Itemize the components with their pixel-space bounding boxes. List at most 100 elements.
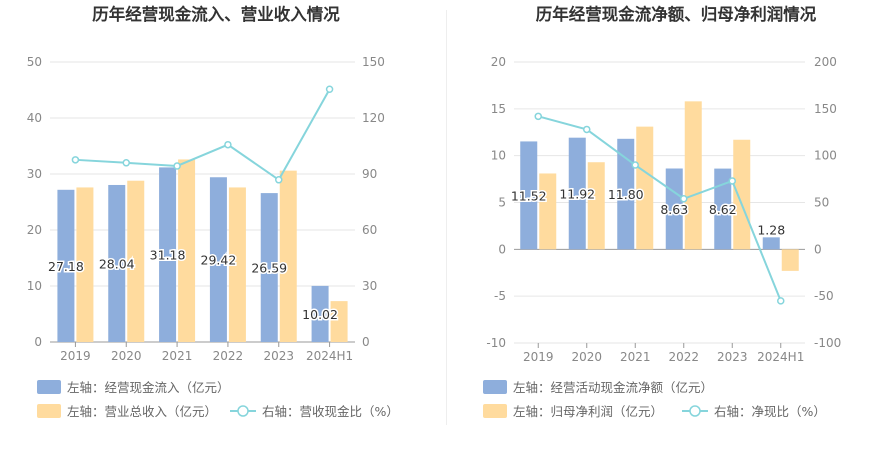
bar-secondary <box>733 139 751 250</box>
bar-data-label: 8.63 <box>660 202 688 217</box>
bar-secondary <box>781 249 799 271</box>
right-axis-tick-label: 150 <box>362 55 385 69</box>
bar-primary <box>108 184 126 342</box>
bar-data-label: 26.59 <box>251 261 287 276</box>
bar-primary <box>714 168 732 250</box>
bar-data-label: 11.52 <box>511 188 547 203</box>
x-axis-category-label: 2019 <box>523 350 554 364</box>
x-axis-category-label: 2022 <box>668 350 699 364</box>
bar-primary <box>57 189 75 342</box>
bar-data-label: 8.62 <box>709 202 737 217</box>
ratio-point <box>583 125 591 134</box>
left-axis-tick-label: 0 <box>498 242 506 256</box>
ratio-point <box>534 112 542 121</box>
chart-cash-inflow-revenue: 历年经营现金流入、营业收入情况 0 10 20 30 40 50 0 30 60 90 120 150 2… <box>27 4 399 419</box>
ratio-point <box>275 176 283 184</box>
left-axis-tick-label: 40 <box>27 111 42 125</box>
bar-primary <box>260 193 278 342</box>
right-axis-tick-label: 150 <box>814 102 837 116</box>
chart-panel-net-cash: 历年经营现金流净额、归母净利润情况 -10 -5 0 5 10 15 20 -100 -50 0 50… <box>446 0 892 458</box>
left-axis-tick-label: 10 <box>491 149 506 163</box>
bar-data-label: 28.04 <box>99 256 135 271</box>
bar-data-label: 11.92 <box>559 187 595 202</box>
x-axis-category-label: 2023 <box>263 349 294 363</box>
ratio-point <box>173 162 181 170</box>
legend-label-line: 右轴：净现比（%） <box>714 404 826 419</box>
legend-line-marker <box>237 405 249 417</box>
right-axis-tick-label: -50 <box>814 289 834 303</box>
bar-secondary <box>279 170 297 342</box>
bar-primary <box>568 137 586 250</box>
legend-label-primary: 左轴：经营活动现金流净额（亿元） <box>513 380 713 395</box>
legend-swatch-primary <box>483 380 507 394</box>
ratio-point <box>728 177 736 185</box>
chart-title: 历年经营现金流入、营业收入情况 <box>92 4 340 24</box>
left-axis-tick-label: 50 <box>27 55 42 69</box>
legend-label-line: 右轴：营收现金比（%） <box>262 404 399 419</box>
left-axis-tick-label: 0 <box>34 335 42 349</box>
ratio-point <box>680 195 688 203</box>
bar-secondary <box>127 180 145 342</box>
right-axis-tick-label: 200 <box>814 55 837 69</box>
legend-label-primary: 左轴：经营现金流入（亿元） <box>67 380 230 395</box>
left-axis-tick-label: -10 <box>486 336 506 350</box>
x-axis-category-label: 2024H1 <box>757 350 804 364</box>
right-axis-tick-label: 0 <box>362 335 370 349</box>
chart-net-cash-profit: 历年经营现金流净额、归母净利润情况-10-505101520-100-50050… <box>483 4 841 419</box>
x-axis-category-label: 2020 <box>571 350 602 364</box>
bar-data-label: 31.18 <box>150 248 186 263</box>
bar-secondary <box>587 162 605 250</box>
x-axis-category-label: 2021 <box>620 350 651 364</box>
ratio-line <box>537 115 782 302</box>
right-axis-tick-label: 30 <box>362 279 377 293</box>
x-axis-category-label: 2022 <box>213 349 244 363</box>
x-axis-category-label: 2023 <box>717 350 748 364</box>
bar-secondary <box>330 301 348 342</box>
x-axis-category-label: 2019 <box>60 349 91 363</box>
left-axis-tick-label: -5 <box>494 289 506 303</box>
bar-secondary <box>539 173 557 250</box>
right-axis-tick-label: 0 <box>814 242 822 256</box>
bar-data-label: 29.42 <box>201 253 237 268</box>
legend-swatch-secondary <box>483 404 507 418</box>
panel-divider <box>446 10 447 425</box>
bar-secondary <box>76 187 94 342</box>
legend-label-secondary: 左轴：营业总收入（亿元） <box>67 404 217 419</box>
left-axis-tick-label: 15 <box>491 102 506 116</box>
chart-title: 历年经营现金流净额、归母净利润情况 <box>536 4 817 24</box>
bar-primary <box>762 237 780 250</box>
legend-swatch-primary <box>37 380 61 394</box>
bar-primary <box>311 285 329 342</box>
left-axis-tick-label: 10 <box>27 279 42 293</box>
bar-secondary <box>228 187 246 342</box>
ratio-point <box>325 85 334 94</box>
ratio-point <box>122 159 130 167</box>
ratio-point <box>71 156 80 164</box>
bar-secondary <box>636 126 654 250</box>
right-axis-tick-label: 90 <box>362 167 377 181</box>
legend-label-secondary: 左轴：归母净利润（亿元） <box>513 404 663 419</box>
x-axis-category-label: 2021 <box>162 349 193 363</box>
bar-primary <box>617 138 635 250</box>
left-axis-tick-label: 20 <box>491 55 506 69</box>
ratio-point <box>224 140 232 149</box>
left-axis-tick-label: 5 <box>498 196 506 210</box>
chart-panel-cash-inflow: 历年经营现金流入、营业收入情况 0 10 20 30 40 50 0 30 60 90 120 150 2… <box>0 0 446 458</box>
ratio-point <box>777 297 785 305</box>
bar-data-label: 27.18 <box>48 259 84 274</box>
x-axis-category-label: 2020 <box>111 349 142 363</box>
bar-primary <box>209 177 227 342</box>
right-axis-tick-label: 50 <box>814 196 829 210</box>
right-axis-tick-label: 60 <box>362 223 377 237</box>
legend-line-marker <box>689 405 701 417</box>
x-axis-category-label: 2024H1 <box>306 349 353 363</box>
right-axis-tick-label: 120 <box>362 111 385 125</box>
bar-secondary <box>684 101 702 250</box>
left-axis-tick-label: 20 <box>27 223 42 237</box>
legend-swatch-secondary <box>37 404 61 418</box>
bar-primary <box>159 167 177 342</box>
ratio-line <box>75 88 331 182</box>
left-axis-tick-label: 30 <box>27 167 42 181</box>
right-axis-tick-label: 100 <box>814 149 837 163</box>
ratio-point <box>631 161 639 169</box>
